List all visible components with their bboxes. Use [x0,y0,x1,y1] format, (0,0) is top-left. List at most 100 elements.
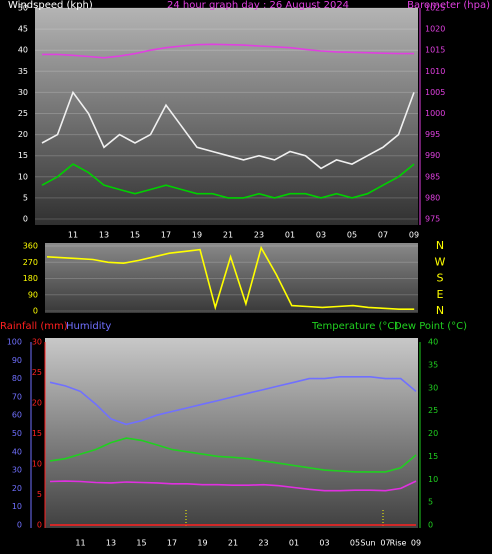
chart-title: 24 hour graph day : 26 August 2024 [167,0,349,11]
y-tick-label: 990 [425,151,440,160]
x-tick-label: 03 [316,231,326,240]
y-tick-label: 15 [18,151,28,160]
y-tick-label: 25 [18,109,28,118]
x-tick-label: 05 [347,231,357,240]
y-tick-label: 10 [18,172,28,181]
y-tick-label: 40 [12,447,22,456]
y-tick-label: 90 [28,290,38,299]
y-tick-label: 20 [18,130,28,139]
y-tick-label: 360 [23,242,38,251]
x-tick-label: 17 [167,539,177,548]
x-tick-label: 13 [99,231,109,240]
y-tick-label: 15 [32,429,42,438]
x-tick-label: 19 [192,231,202,240]
x-tick-label: 09 [411,539,421,548]
y-tick-label: 30 [32,338,42,347]
temperature-panel [45,338,418,528]
y-tick-label: 45 [18,25,28,34]
y-tick-label: 20 [12,484,22,493]
y-tick-label: W [435,255,446,268]
legend-label: Rainfall (mm) [0,321,68,332]
series-line [49,480,417,492]
x-tick-label: 15 [136,539,146,548]
y-tick-label: 5 [428,498,433,507]
x-tick-label: 21 [228,539,238,548]
x-tick-label: 07 [380,539,390,548]
x-tick-label: 23 [258,539,268,548]
wind-panel [35,8,418,225]
y-tick-label: 50 [12,429,22,438]
x-tick-label: 11 [68,231,78,240]
series-line [49,376,417,426]
x-tick-label: 13 [106,539,116,548]
x-tick-label: 11 [75,539,85,548]
wind-axis-label: Windspeed (kph) [8,0,93,11]
x-tick-label: 15 [130,231,140,240]
y-tick-label: N [436,239,444,252]
y-tick-label: 30 [12,466,22,475]
y-tick-label: 5 [23,193,28,202]
y-tick-label: 1010 [425,67,445,76]
annotation: Rise [390,539,407,548]
y-tick-label: 10 [428,475,438,484]
series-line [46,245,415,311]
y-tick-label: 50 [18,4,28,13]
y-tick-label: 100 [7,338,22,347]
y-tick-label: 1005 [425,88,445,97]
x-tick-label: 17 [161,231,171,240]
y-tick-label: E [437,288,444,301]
x-tick-label: 09 [409,231,419,240]
y-tick-label: 35 [18,67,28,76]
y-tick-label: 1025 [425,4,445,13]
y-tick-label: 90 [12,356,22,365]
x-tick-label: 05 [350,539,360,548]
y-tick-label: 40 [428,338,438,347]
legend-label: Temperature (°C) [311,321,398,332]
y-tick-label: 0 [33,307,38,316]
legend-label: Dew Point (°C) [394,321,467,332]
y-tick-label: 10 [32,460,42,469]
y-tick-label: N [436,304,444,317]
y-tick-label: 25 [428,406,438,415]
y-tick-label: 20 [32,399,42,408]
series-line [41,90,415,170]
series-line [41,163,415,199]
legend-label: Humidity [66,321,111,332]
y-tick-label: 980 [425,193,440,202]
y-tick-label: 30 [428,383,438,392]
y-tick-label: 10 [12,502,22,511]
y-tick-label: 1020 [425,25,445,34]
y-tick-label: 70 [12,392,22,401]
y-tick-label: 20 [428,429,438,438]
series-line [49,437,417,473]
y-tick-label: 35 [428,360,438,369]
y-tick-label: 0 [37,521,42,530]
y-tick-label: 985 [425,172,440,181]
y-tick-label: 60 [12,411,22,420]
series-line [42,43,414,59]
y-tick-label: 0 [428,521,433,530]
y-tick-label: 30 [18,88,28,97]
barometer-axis-label: Barometer (hpa) [407,0,490,11]
x-tick-label: 01 [285,231,295,240]
x-tick-label: 07 [378,231,388,240]
y-tick-label: S [437,272,444,285]
x-tick-label: 21 [223,231,233,240]
y-tick-label: 1000 [425,109,445,118]
y-tick-label: 15 [428,452,438,461]
y-tick-label: 25 [32,368,42,377]
y-tick-label: 0 [23,215,28,224]
x-tick-label: 01 [289,539,299,548]
x-tick-label: 19 [197,539,207,548]
y-tick-label: 40 [18,46,28,55]
y-tick-label: 180 [23,274,38,283]
x-tick-label: 23 [254,231,264,240]
annotation: Sun [360,539,375,548]
y-tick-label: 270 [23,258,38,267]
y-tick-label: 0 [17,521,22,530]
direction-panel [45,243,418,313]
y-tick-label: 995 [425,130,440,139]
x-tick-label: 03 [319,539,329,548]
y-tick-label: 80 [12,374,22,383]
